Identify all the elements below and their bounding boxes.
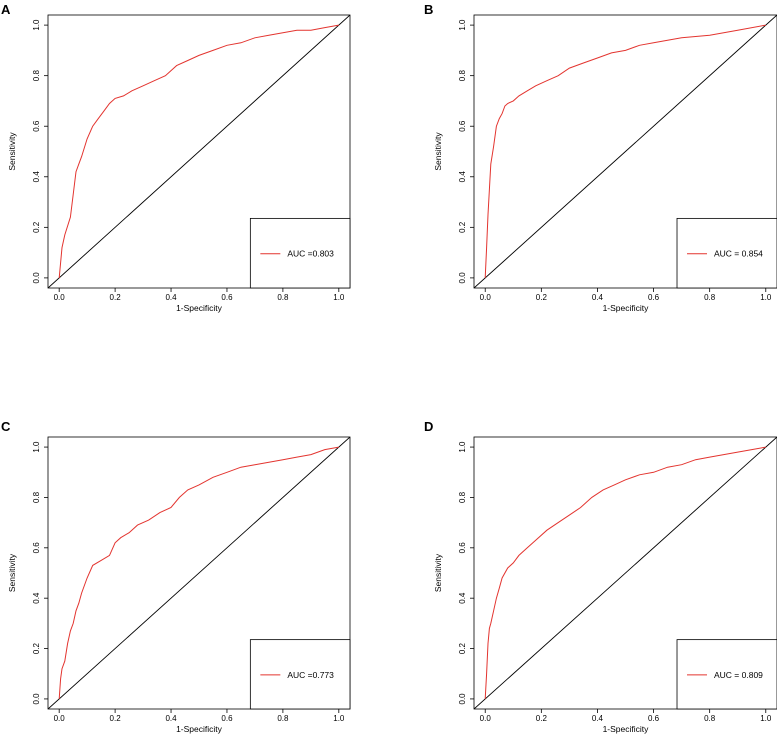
- panel-letter: B: [424, 2, 433, 17]
- y-tick-label: 0.0: [32, 272, 41, 284]
- x-tick-label: 0.6: [648, 714, 660, 723]
- panel-letter: C: [1, 419, 11, 434]
- y-tick-label: 1.0: [458, 19, 467, 31]
- diagonal-reference-line: [474, 15, 777, 288]
- x-tick-label: 0.4: [165, 293, 177, 302]
- y-tick-label: 0.4: [458, 171, 467, 183]
- legend-box: [676, 217, 777, 289]
- roc-curve: [58, 446, 339, 699]
- x-tick-label: 1.0: [760, 293, 772, 302]
- x-tick-label: 0.6: [648, 293, 660, 302]
- x-axis-label: 1-Specificity: [603, 303, 650, 313]
- y-axis-label: Sensitivity: [433, 553, 443, 592]
- y-tick-label: 0.6: [32, 120, 41, 132]
- y-tick-label: 0.8: [32, 491, 41, 503]
- x-tick-label: 0.4: [592, 293, 604, 302]
- x-tick-label: 1.0: [760, 714, 772, 723]
- y-axis-label: Sensitivity: [433, 132, 443, 171]
- x-tick-label: 0.2: [110, 293, 122, 302]
- y-tick-label: 0.8: [458, 491, 467, 503]
- x-axis-label: 1-Specificity: [603, 724, 650, 734]
- legend-auc-label: AUC = 0.854: [714, 249, 763, 259]
- legend-auc-label: AUC =0.773: [287, 670, 334, 680]
- plot-frame: [47, 436, 351, 710]
- y-tick-label: 0.6: [458, 120, 467, 132]
- plot-frame: [47, 14, 351, 289]
- y-tick-label: 0.6: [32, 542, 41, 554]
- y-tick-label: 0.2: [458, 642, 467, 654]
- diagonal-reference-line: [48, 437, 350, 709]
- x-tick-label: 0.8: [704, 293, 716, 302]
- roc-curve: [484, 24, 766, 278]
- panel-letter: A: [1, 2, 11, 17]
- x-tick-label: 0.6: [221, 714, 233, 723]
- y-tick-label: 0.4: [32, 592, 41, 604]
- y-axis-label: Sensitivity: [7, 132, 17, 171]
- x-tick-label: 0.8: [277, 293, 289, 302]
- roc-curve: [484, 446, 766, 699]
- x-tick-label: 0.2: [536, 714, 548, 723]
- diagonal-reference-line: [474, 437, 777, 709]
- x-tick-label: 1.0: [333, 714, 345, 723]
- panel-c: C 0.0 0.2 0.4 0.6 0.8 1.0 0.0 0.2 0.4 0.6 0.8 1.0 1-S…: [1, 419, 351, 734]
- y-tick-label: 0.4: [32, 171, 41, 183]
- y-axis-label: Sensitivity: [7, 553, 17, 592]
- y-tick-label: 1.0: [32, 19, 41, 31]
- x-tick-label: 0.8: [704, 714, 716, 723]
- x-tick-label: 0.8: [277, 714, 289, 723]
- y-tick-label: 0.4: [458, 592, 467, 604]
- y-tick-label: 0.2: [458, 221, 467, 233]
- y-tick-label: 1.0: [458, 441, 467, 453]
- x-tick-label: 0.0: [54, 293, 66, 302]
- x-tick-label: 0.2: [110, 714, 122, 723]
- y-tick-label: 0.6: [458, 542, 467, 554]
- y-tick-label: 0.8: [458, 70, 467, 82]
- legend-auc-label: AUC =0.803: [287, 249, 334, 259]
- legend-auc-label: AUC = 0.809: [714, 670, 763, 680]
- x-tick-label: 0.4: [165, 714, 177, 723]
- panel-a: A 0.0 0.2 0.4 0.6 0.8 1.0 0.0 0.2 0.4 0.6 0.8 1.0 1-S…: [1, 2, 351, 313]
- plot-frame: [473, 14, 777, 289]
- y-tick-label: 0.0: [32, 693, 41, 705]
- x-tick-label: 0.0: [480, 714, 492, 723]
- y-tick-label: 0.8: [32, 70, 41, 82]
- legend-box: [249, 217, 351, 289]
- x-tick-label: 0.2: [536, 293, 548, 302]
- y-tick-label: 0.0: [458, 693, 467, 705]
- x-tick-label: 0.4: [592, 714, 604, 723]
- panel-d: D 0.0 0.2 0.4 0.6 0.8 1.0 0.0 0.2 0.4 0.6 0.8 1.0 1-S…: [424, 419, 777, 734]
- panel-b: B 0.0 0.2 0.4 0.6 0.8 1.0 0.0 0.2 0.4 0.6 0.8 1.0 1-S…: [424, 2, 777, 313]
- y-tick-label: 0.2: [32, 221, 41, 233]
- x-tick-label: 1.0: [333, 293, 345, 302]
- x-tick-label: 0.6: [221, 293, 233, 302]
- y-tick-label: 1.0: [32, 441, 41, 453]
- y-tick-label: 0.2: [32, 642, 41, 654]
- diagonal-reference-line: [48, 15, 350, 288]
- x-tick-label: 0.0: [54, 714, 66, 723]
- x-tick-label: 0.0: [480, 293, 492, 302]
- plot-frame: [473, 436, 777, 710]
- panel-letter: D: [424, 419, 433, 434]
- y-tick-label: 0.0: [458, 272, 467, 284]
- x-axis-label: 1-Specificity: [176, 303, 223, 313]
- roc-curve: [58, 24, 339, 278]
- x-axis-label: 1-Specificity: [176, 724, 223, 734]
